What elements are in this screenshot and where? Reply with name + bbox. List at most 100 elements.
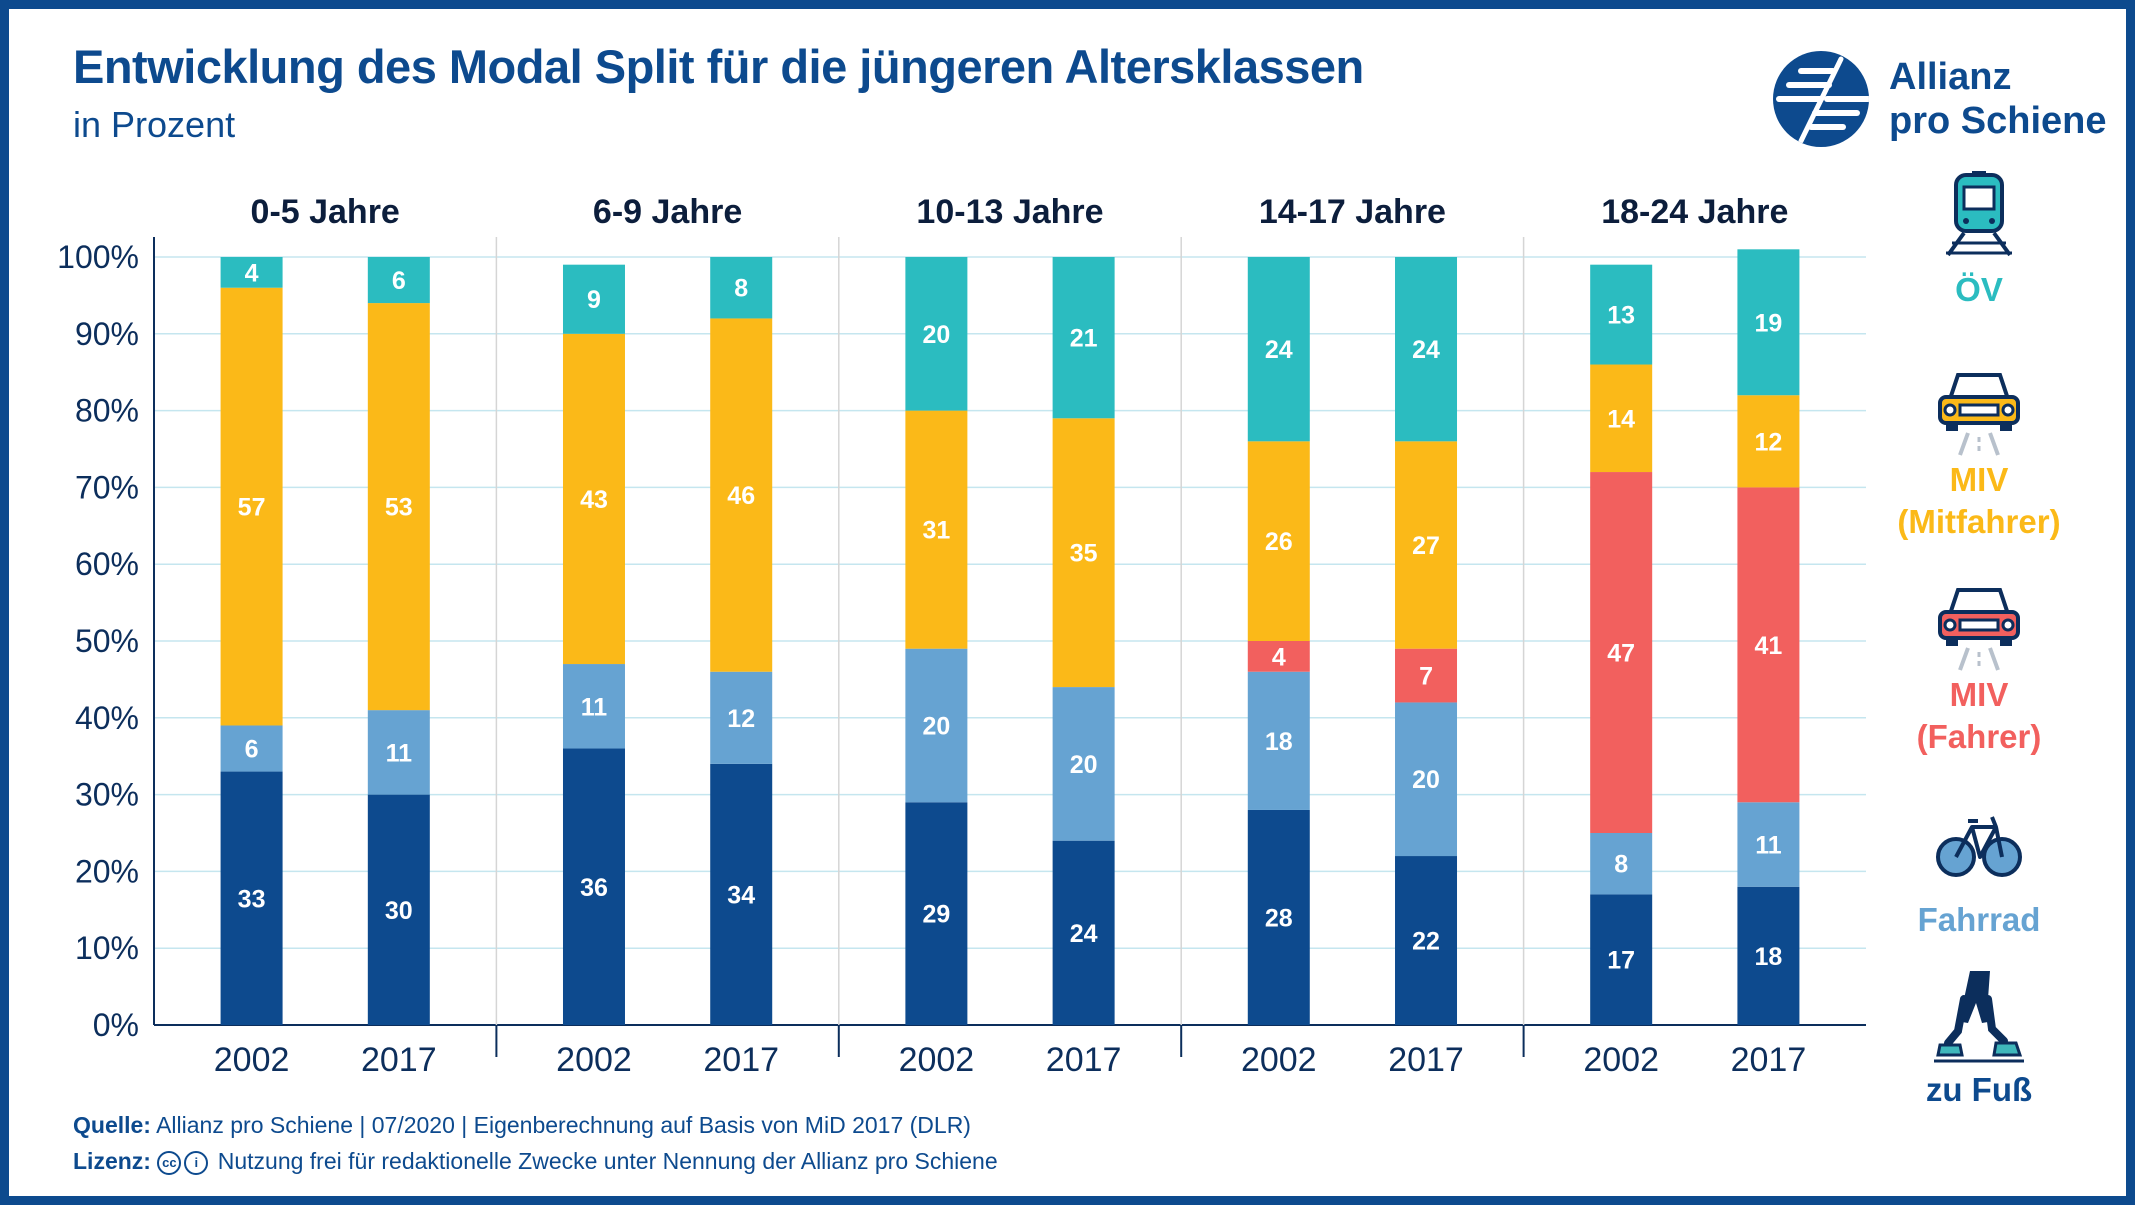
allianz-pro-schiene-logo-icon <box>1773 51 1869 147</box>
x-tick-label: 2017 <box>1731 1041 1807 1079</box>
segment-value-label: 20 <box>1412 766 1440 794</box>
bar-segment <box>1247 257 1310 442</box>
x-tick-label: 2002 <box>899 1041 975 1079</box>
y-tick-label: 100% <box>57 239 139 275</box>
bicycle-icon <box>1936 816 2022 877</box>
source-label: Quelle: <box>73 1112 151 1138</box>
bar-segment <box>1052 687 1115 841</box>
bar-segment <box>220 287 283 726</box>
bar-segment <box>1590 264 1653 365</box>
bar-segment <box>1737 487 1800 803</box>
segment-value-label: 47 <box>1607 640 1635 668</box>
segment-value-label: 4 <box>245 259 259 287</box>
segment-value-label: 13 <box>1607 302 1635 330</box>
bar-segment <box>1590 894 1653 1025</box>
segment-value-label: 29 <box>922 901 950 929</box>
legend-label: Fahrrad <box>1917 901 2041 938</box>
segment-value-label: 41 <box>1755 632 1783 660</box>
bar-segment <box>1395 648 1458 703</box>
bar-segment <box>1737 886 1800 1025</box>
bar-segment <box>1247 809 1310 1025</box>
y-tick-label: 80% <box>75 393 139 429</box>
segment-value-label: 46 <box>727 482 755 510</box>
brand-name: Allianz pro Schiene <box>1889 55 2107 143</box>
modal-split-chart: 0% 10% 20% 30% 40% 50% 60% 70% 80% 90% 100% 0-5 Jah… <box>57 193 1866 1079</box>
segment-value-label: 18 <box>1265 728 1293 756</box>
source-text: Allianz pro Schiene | 07/2020 | Eigenber… <box>156 1112 971 1138</box>
license-line: Lizenz: cc i Nutzung frei für redaktionel… <box>73 1143 998 1179</box>
bar-segment <box>710 257 773 319</box>
bar-segment <box>1395 257 1458 442</box>
segment-value-label: 36 <box>580 874 608 902</box>
segment-value-label: 31 <box>922 517 950 545</box>
x-tick-label: 2002 <box>214 1041 290 1079</box>
bar-segment <box>367 794 430 1025</box>
bar-segment <box>367 303 430 711</box>
y-tick-label: 40% <box>75 700 139 736</box>
segment-value-label: 11 <box>581 693 608 721</box>
chart-subtitle: in Prozent <box>73 104 236 145</box>
y-tick-label: 70% <box>75 469 139 505</box>
segment-value-label: 27 <box>1412 532 1440 560</box>
bar-segment <box>905 410 968 649</box>
y-tick-label: 90% <box>75 316 139 352</box>
legend-item-miv_fahrer: MIV (Fahrer) <box>1889 574 2069 758</box>
x-tick-label: 2017 <box>1046 1041 1122 1079</box>
bar-segment <box>562 333 625 665</box>
legend-item-fahrrad: Fahrrad <box>1889 799 2069 941</box>
bar-segment <box>1247 641 1310 672</box>
legend-label: MIV <box>1949 461 2009 498</box>
legend-label: (Mitfahrer) <box>1897 503 2061 540</box>
bar-segment <box>1737 249 1800 396</box>
footer: Quelle: Allianz pro Schiene | 07/2020 | … <box>73 1107 998 1179</box>
group-label: 14-17 Jahre <box>1259 193 1446 231</box>
bar-segment <box>1052 840 1115 1025</box>
bar-segment <box>1052 257 1115 419</box>
segment-value-label: 30 <box>385 897 413 925</box>
segment-value-label: 18 <box>1755 943 1783 971</box>
group-label: 6-9 Jahre <box>593 193 742 231</box>
legend-label: MIV <box>1949 676 2009 713</box>
y-tick-label: 20% <box>75 853 139 889</box>
segment-value-label: 4 <box>1272 643 1286 671</box>
y-tick-label: 30% <box>75 777 139 813</box>
brand-logo: Allianz pro Schiene <box>1771 45 2111 155</box>
car-passenger-icon <box>1938 373 2020 456</box>
bar-segment <box>562 664 625 749</box>
walking-icon <box>1934 971 2024 1063</box>
group-label: 18-24 Jahre <box>1601 193 1788 231</box>
train-icon <box>1946 171 2012 257</box>
x-tick-label: 2002 <box>1241 1041 1317 1079</box>
segment-value-label: 53 <box>385 494 413 522</box>
x-tick-label: 2017 <box>703 1041 779 1079</box>
x-tick-label: 2002 <box>1583 1041 1659 1079</box>
segment-value-label: 8 <box>1614 851 1628 879</box>
segment-value-label: 7 <box>1419 663 1433 691</box>
legend-label: zu Fuß <box>1925 1071 2033 1108</box>
brand-name-line1: Allianz <box>1889 56 2012 98</box>
bar-segment <box>1590 833 1653 895</box>
segment-value-label: 24 <box>1265 336 1293 364</box>
bar-segment <box>905 648 968 803</box>
segment-value-label: 20 <box>922 321 950 349</box>
bar-segment <box>710 671 773 764</box>
brand-name-line2: pro Schiene <box>1889 100 2107 142</box>
bar-segment <box>1395 441 1458 649</box>
legend-label: ÖV <box>1955 271 2003 308</box>
y-tick-label: 0% <box>93 1007 139 1043</box>
segment-value-label: 22 <box>1412 928 1440 956</box>
segment-value-label: 11 <box>386 739 413 767</box>
bar-segment <box>367 257 430 304</box>
bar-segment <box>220 725 283 772</box>
x-tick-label: 2002 <box>556 1041 632 1079</box>
segment-value-label: 35 <box>1070 540 1098 568</box>
segment-value-label: 19 <box>1755 309 1783 337</box>
segment-value-label: 33 <box>238 885 266 913</box>
segment-value-label: 12 <box>727 705 755 733</box>
segment-value-label: 57 <box>238 494 266 522</box>
segment-value-label: 9 <box>587 286 601 314</box>
bar-segment <box>1737 395 1800 488</box>
bar-segment <box>1247 441 1310 641</box>
y-tick-label: 10% <box>75 930 139 966</box>
